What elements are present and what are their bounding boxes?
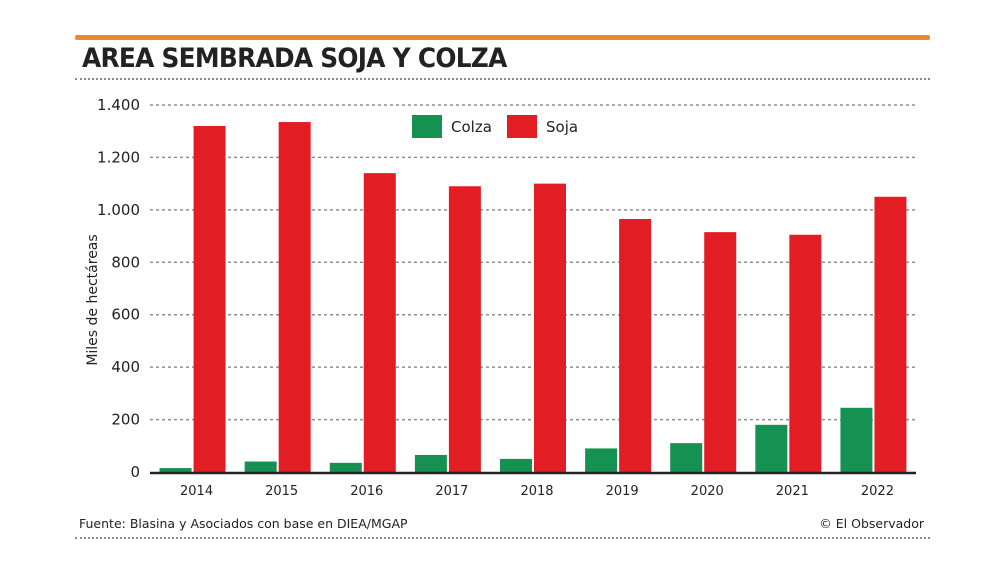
colza-bar-2019 — [585, 448, 618, 472]
soja-bar-2017 — [448, 186, 481, 472]
y-tick-label: 1.200 — [97, 148, 140, 166]
x-tick-label: 2015 — [265, 484, 298, 499]
soja-bar-2015 — [278, 122, 311, 473]
x-tick-label: 2017 — [435, 484, 468, 499]
title-divider — [75, 78, 930, 80]
colza-bar-2014 — [159, 468, 192, 472]
soja-bar-2014 — [193, 125, 226, 472]
y-tick-label: 1.400 — [97, 96, 140, 114]
soja-legend-swatch — [507, 115, 537, 138]
colza-bar-2018 — [500, 458, 532, 472]
x-tick-label: 2016 — [350, 484, 383, 499]
colza-bar-2015 — [244, 461, 277, 472]
colza-bar-2016 — [329, 462, 362, 472]
colza-bar-2021 — [755, 424, 788, 472]
x-tick-label: 2018 — [520, 484, 553, 499]
y-tick-label: 600 — [111, 306, 140, 324]
colza-bar-2022 — [840, 407, 873, 472]
soja-bar-2022 — [874, 196, 907, 472]
y-tick-label: 800 — [111, 253, 140, 271]
y-axis-label: Miles de hectáreas — [85, 234, 101, 365]
x-tick-label: 2020 — [691, 484, 724, 499]
footer-divider — [75, 537, 930, 539]
soja-bar-2016 — [363, 173, 396, 472]
colza-bar-2017 — [414, 454, 447, 472]
soja-bar-2019 — [619, 219, 652, 472]
chart-title: AREA SEMBRADA SOJA Y COLZA — [82, 43, 507, 74]
y-tick-label: 1.000 — [97, 201, 140, 219]
soja-bar-2020 — [704, 232, 737, 472]
colza-bar-2020 — [670, 443, 703, 472]
soja-bar-2021 — [789, 234, 822, 472]
legend-label: Colza — [451, 118, 492, 136]
soja-bar-2018 — [534, 183, 566, 472]
y-tick-label: 0 — [130, 463, 140, 481]
legend-label: Soja — [546, 118, 578, 136]
top-accent-bar — [75, 35, 930, 40]
x-tick-label: 2014 — [180, 484, 213, 499]
x-tick-label: 2021 — [776, 484, 809, 499]
x-tick-label: 2019 — [606, 484, 639, 499]
x-tick-label: 2022 — [861, 484, 894, 499]
credit-note: © El Observador — [819, 516, 924, 531]
colza-legend-swatch — [412, 115, 442, 138]
source-note: Fuente: Blasina y Asociados con base en … — [79, 516, 408, 531]
y-tick-label: 400 — [111, 358, 140, 376]
y-tick-label: 200 — [111, 411, 140, 429]
